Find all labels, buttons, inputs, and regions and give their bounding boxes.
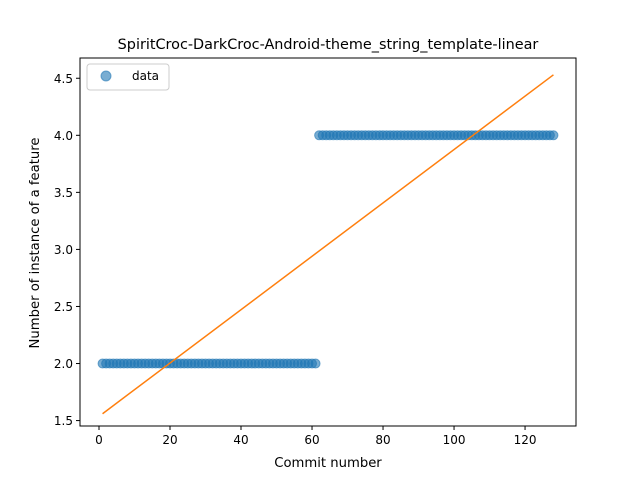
y-tick-label: 3.5: [54, 186, 73, 200]
x-tick-label: 0: [95, 433, 103, 447]
y-tick-label: 2.0: [54, 357, 73, 371]
x-tick-label: 20: [162, 433, 177, 447]
y-tick-label: 2.5: [54, 300, 73, 314]
x-tick-label: 60: [304, 433, 319, 447]
data-point: [549, 131, 558, 140]
legend: data: [87, 64, 169, 90]
x-axis-label: Commit number: [274, 456, 382, 471]
x-tick-label: 40: [233, 433, 248, 447]
y-tick-label: 4.5: [54, 72, 73, 86]
x-tick-label: 120: [514, 433, 537, 447]
y-tick-label: 1.5: [54, 414, 73, 428]
legend-marker-data: [101, 71, 111, 81]
y-tick-label: 3.0: [54, 243, 73, 257]
legend-label-data: data: [132, 69, 159, 83]
y-axis-label: Number of instance of a feature: [28, 138, 43, 349]
x-tick-label: 80: [375, 433, 390, 447]
data-point: [311, 359, 320, 368]
y-tick-label: 4.0: [54, 129, 73, 143]
chart-title: SpiritCroc-DarkCroc-Android-theme_string…: [118, 37, 539, 53]
x-tick-label: 100: [443, 433, 466, 447]
